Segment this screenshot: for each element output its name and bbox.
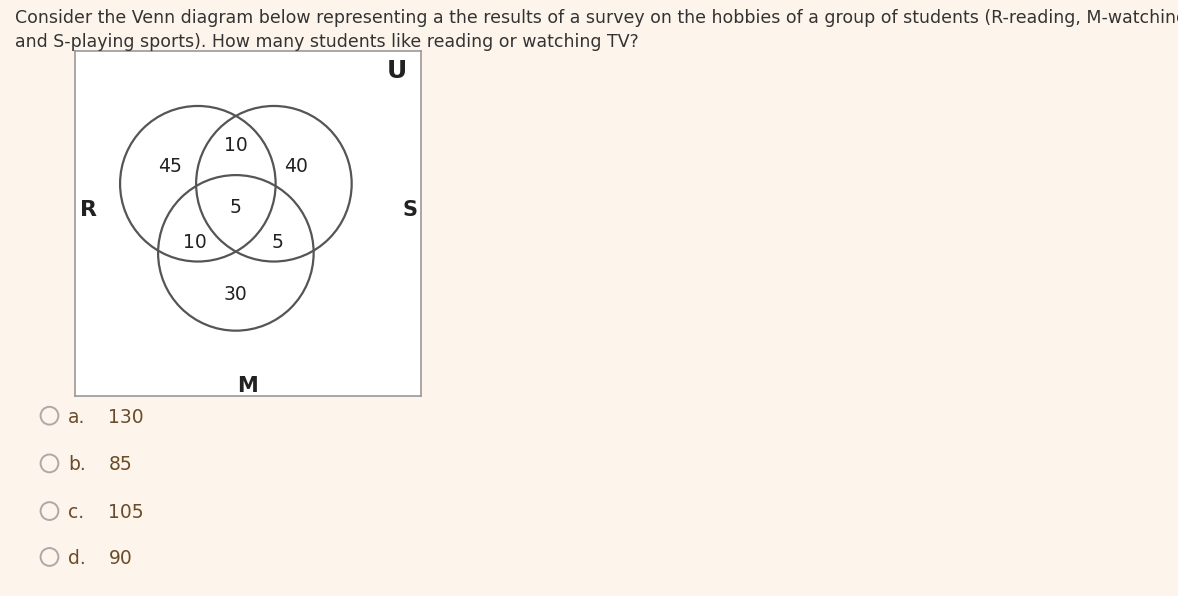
Text: d.: d. (68, 549, 86, 568)
Text: M: M (238, 376, 258, 396)
Text: 10: 10 (183, 233, 206, 252)
Text: and S-playing sports). How many students like reading or watching TV?: and S-playing sports). How many students… (15, 33, 638, 51)
Text: 105: 105 (108, 503, 144, 522)
Text: 10: 10 (224, 136, 247, 155)
Text: c.: c. (68, 503, 85, 522)
Text: 130: 130 (108, 408, 144, 427)
Text: 85: 85 (108, 455, 132, 474)
Text: b.: b. (68, 455, 86, 474)
Text: R: R (80, 200, 98, 220)
Text: 40: 40 (284, 157, 309, 176)
Text: 5: 5 (271, 233, 283, 252)
Text: 90: 90 (108, 549, 132, 568)
Text: S: S (403, 200, 418, 220)
Text: 45: 45 (158, 157, 183, 176)
Text: U: U (386, 60, 406, 83)
Text: a.: a. (68, 408, 86, 427)
Text: 30: 30 (224, 285, 247, 304)
Text: Consider the Venn diagram below representing a the results of a survey on the ho: Consider the Venn diagram below represen… (15, 9, 1178, 27)
Text: 5: 5 (230, 198, 241, 218)
